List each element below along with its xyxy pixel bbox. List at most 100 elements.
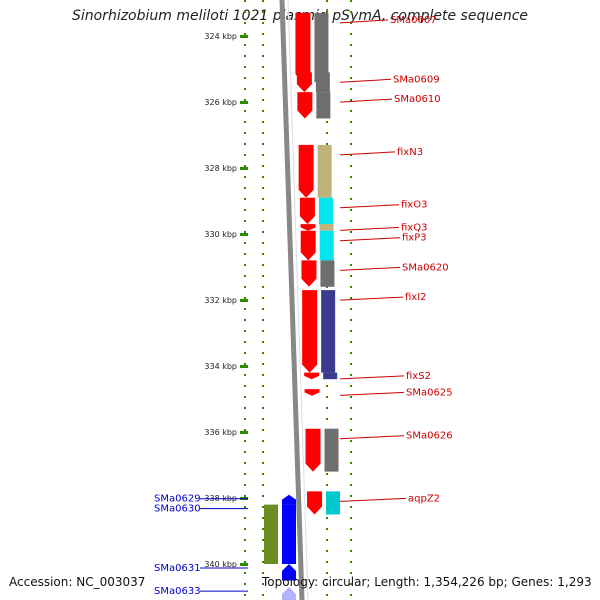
gene-leader-line [339,435,405,440]
guide-dot [350,385,352,387]
reverse-cds-arrow[interactable] [282,564,296,581]
cds-arrow[interactable] [297,92,313,119]
guide-dot [350,0,352,2]
guide-dot [244,572,246,574]
gene-label[interactable]: SMa0625 [406,387,453,398]
guide-dot [350,473,352,475]
gene-label[interactable]: aqpZ2 [408,493,440,504]
guide-dot [244,220,246,222]
gene-label[interactable]: fixS2 [406,371,431,382]
cds-arrow[interactable] [302,290,318,373]
gene-leader-line [339,237,401,242]
gene-feature-bar[interactable] [316,92,331,119]
gene-label[interactable]: SMa0610 [394,94,441,105]
guide-dot [326,572,328,574]
guide-dot [262,319,264,321]
gene-feature-bar[interactable] [320,260,335,287]
cds-arrow[interactable] [300,224,316,231]
gene-label[interactable]: fixO3 [401,200,427,211]
axis-tick [240,431,248,434]
gene-leader-line [339,391,405,396]
gene-feature-bar[interactable] [315,72,330,93]
guide-dot [244,550,246,552]
guide-dot [262,528,264,530]
cds-arrow[interactable] [300,230,316,261]
gene-label[interactable]: SMa0629 [154,494,201,505]
gene-feature-bar[interactable] [319,224,334,231]
gene-feature-bar[interactable] [314,12,329,83]
guide-dot [244,286,246,288]
gene-label[interactable]: fixI2 [405,292,427,303]
gene-label[interactable]: SMa0626 [406,431,453,442]
reverse-cds-arrow[interactable] [282,587,296,600]
gene-feature-bar[interactable] [264,504,278,564]
gene-feature-bar[interactable] [324,428,339,472]
gene-leader-line [339,151,396,156]
guide-dot [262,506,264,508]
gene-leader-line [339,98,393,103]
gene-label[interactable]: fixP3 [402,233,427,244]
cds-arrow[interactable] [296,72,312,93]
cds-arrow[interactable] [305,428,321,472]
guide-dot [326,539,328,541]
guide-dot [262,594,264,596]
guide-dot [262,77,264,79]
guide-dot [350,44,352,46]
cds-arrow[interactable] [304,389,320,396]
guide-dot [244,352,246,354]
guide-dot [244,55,246,57]
gene-label[interactable]: SMa0633 [154,586,201,597]
cds-arrow[interactable] [304,372,320,380]
cds-arrow[interactable] [301,260,317,287]
guide-dot [350,462,352,464]
guide-dot [262,110,264,112]
gene-label[interactable]: fixQ3 [401,222,427,233]
cds-arrow[interactable] [298,144,314,198]
guide-dot [326,484,328,486]
guide-dot [244,341,246,343]
guide-dot [244,396,246,398]
guide-dot [350,572,352,574]
gene-feature-bar[interactable] [321,290,336,373]
gene-feature-bar[interactable] [326,491,341,515]
gene-leader-line [339,78,392,83]
gene-label[interactable]: SMa0630 [154,504,201,515]
gene-feature-bar[interactable] [323,372,338,380]
reverse-cds-arrow[interactable] [282,504,296,564]
gene-label[interactable]: SMa0620 [402,262,449,273]
guide-dot [244,440,246,442]
cds-arrow[interactable] [307,491,323,515]
guide-dot [244,88,246,90]
guide-dot [262,517,264,519]
guide-dot [350,517,352,519]
guide-dot [244,187,246,189]
guide-dot [244,429,246,431]
gene-label[interactable]: SMa0607 [390,15,437,26]
guide-dot [262,352,264,354]
gene-label[interactable]: SMa0609 [393,74,440,85]
guide-dot [262,462,264,464]
guide-dot [262,374,264,376]
guide-dot [262,209,264,211]
guide-dot [262,495,264,497]
axis-tick-label: 324 kbp [204,32,237,41]
guide-dot [350,77,352,79]
gene-feature-bar[interactable] [317,144,332,198]
cds-arrow[interactable] [295,12,311,83]
guide-dot [244,407,246,409]
guide-dot [244,506,246,508]
gene-label[interactable]: SMa0631 [154,563,201,574]
guide-dot [350,209,352,211]
axis-tick [240,299,248,302]
backbone-outer [279,0,305,600]
gene-feature-bar[interactable] [318,197,333,225]
guide-dot [262,165,264,167]
cds-arrow[interactable] [299,197,315,225]
gene-label[interactable]: fixN3 [397,147,423,158]
guide-dot [350,352,352,354]
gene-feature-bar[interactable] [319,230,334,261]
gene-leader-line [339,226,400,231]
guide-dot [244,165,246,167]
reverse-cds-arrow[interactable] [282,494,296,505]
